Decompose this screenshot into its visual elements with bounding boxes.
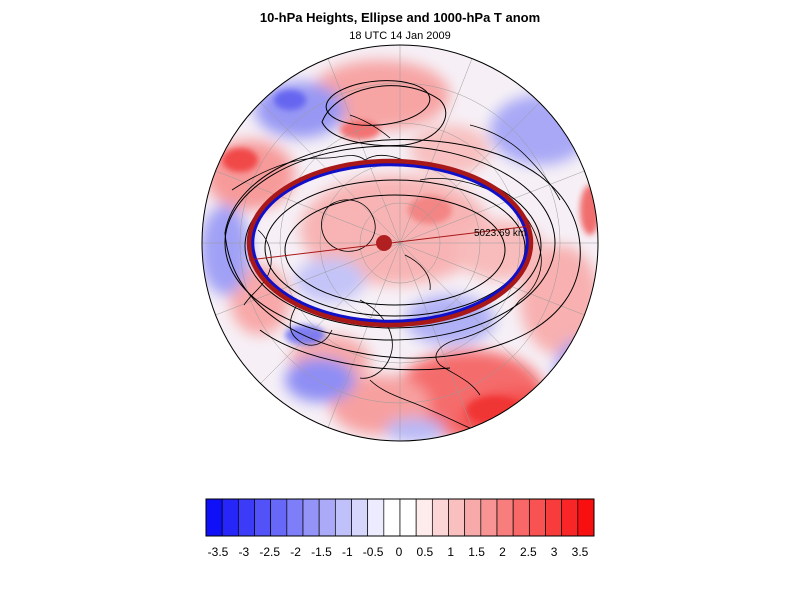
colorbar-swatch: [237, 498, 255, 537]
colorbar-tick-label: -3: [239, 545, 250, 559]
colorbar-swatch: [270, 498, 288, 537]
colorbar-tick-label: 1.5: [468, 545, 485, 559]
colorbar-swatch: [302, 498, 320, 537]
colorbar-tick-label: 3.5: [572, 545, 589, 559]
colorbar-swatch: [254, 498, 272, 537]
colorbar-frame: [205, 498, 595, 537]
colorbar-tick-label: -3.5: [208, 545, 229, 559]
figure-title: 10-hPa Heights, Ellipse and 1000-hPa T a…: [259, 10, 541, 25]
colorbar-tick-label: -1.5: [311, 545, 332, 559]
graticule: [202, 45, 598, 441]
figure-subtitle: 18 UTC 14 Jan 2009: [349, 30, 451, 42]
colorbar-swatch: [205, 498, 223, 537]
vortex-ellipse: [246, 158, 534, 328]
colorbar-tick-label: -2: [290, 545, 301, 559]
colorbar-swatch: [561, 498, 579, 537]
colorbar-swatch: [464, 498, 482, 537]
colorbar-swatch: [448, 498, 466, 537]
colorbar-swatches: [205, 498, 595, 537]
colorbar-swatch: [221, 498, 239, 537]
colorbar-tick-label: 2.5: [520, 545, 537, 559]
ellipse-length-label: 5023.69 km: [474, 228, 526, 239]
colorbar-swatch: [415, 498, 433, 537]
colorbar-swatch: [286, 498, 304, 537]
colorbar-swatch: [431, 498, 449, 537]
colorbar-swatch: [383, 498, 401, 537]
colorbar-swatch: [528, 498, 546, 537]
colorbar-swatch: [480, 498, 498, 537]
colorbar-swatch: [399, 498, 417, 537]
colorbar-tick-label: 1: [447, 545, 454, 559]
colorbar-swatch: [545, 498, 563, 537]
colorbar-tick-label: 0: [396, 545, 403, 559]
colorbar-swatch: [367, 498, 385, 537]
ellipse-centroid: [376, 235, 392, 251]
ellipse-outer-ring: [246, 158, 534, 328]
colorbar-swatch: [577, 498, 595, 537]
colorbar-tick-label: 0.5: [417, 545, 434, 559]
colorbar-tick-label: 3: [551, 545, 558, 559]
colorbar-tick-label: -0.5: [363, 545, 384, 559]
colorbar-swatch: [318, 498, 336, 537]
ellipse-inner-ring: [249, 161, 531, 325]
colorbar-tick-label: -1: [342, 545, 353, 559]
height-contours: [224, 80, 581, 371]
colorbar-tick-label: -2.5: [259, 545, 280, 559]
map-border: [201, 44, 599, 442]
colorbar-swatch: [351, 498, 369, 537]
colorbar-swatch: [496, 498, 514, 537]
colorbar-tick-label: 2: [499, 545, 506, 559]
colorbar-swatch: [334, 498, 352, 537]
colorbar-tick-labels: -3.5 -3 -2.5 -2 -1.5 -1 -0.5 0 0.5 1 1.5 2 2.5 3 3.5: [208, 545, 589, 559]
colorbar-swatch: [512, 498, 530, 537]
